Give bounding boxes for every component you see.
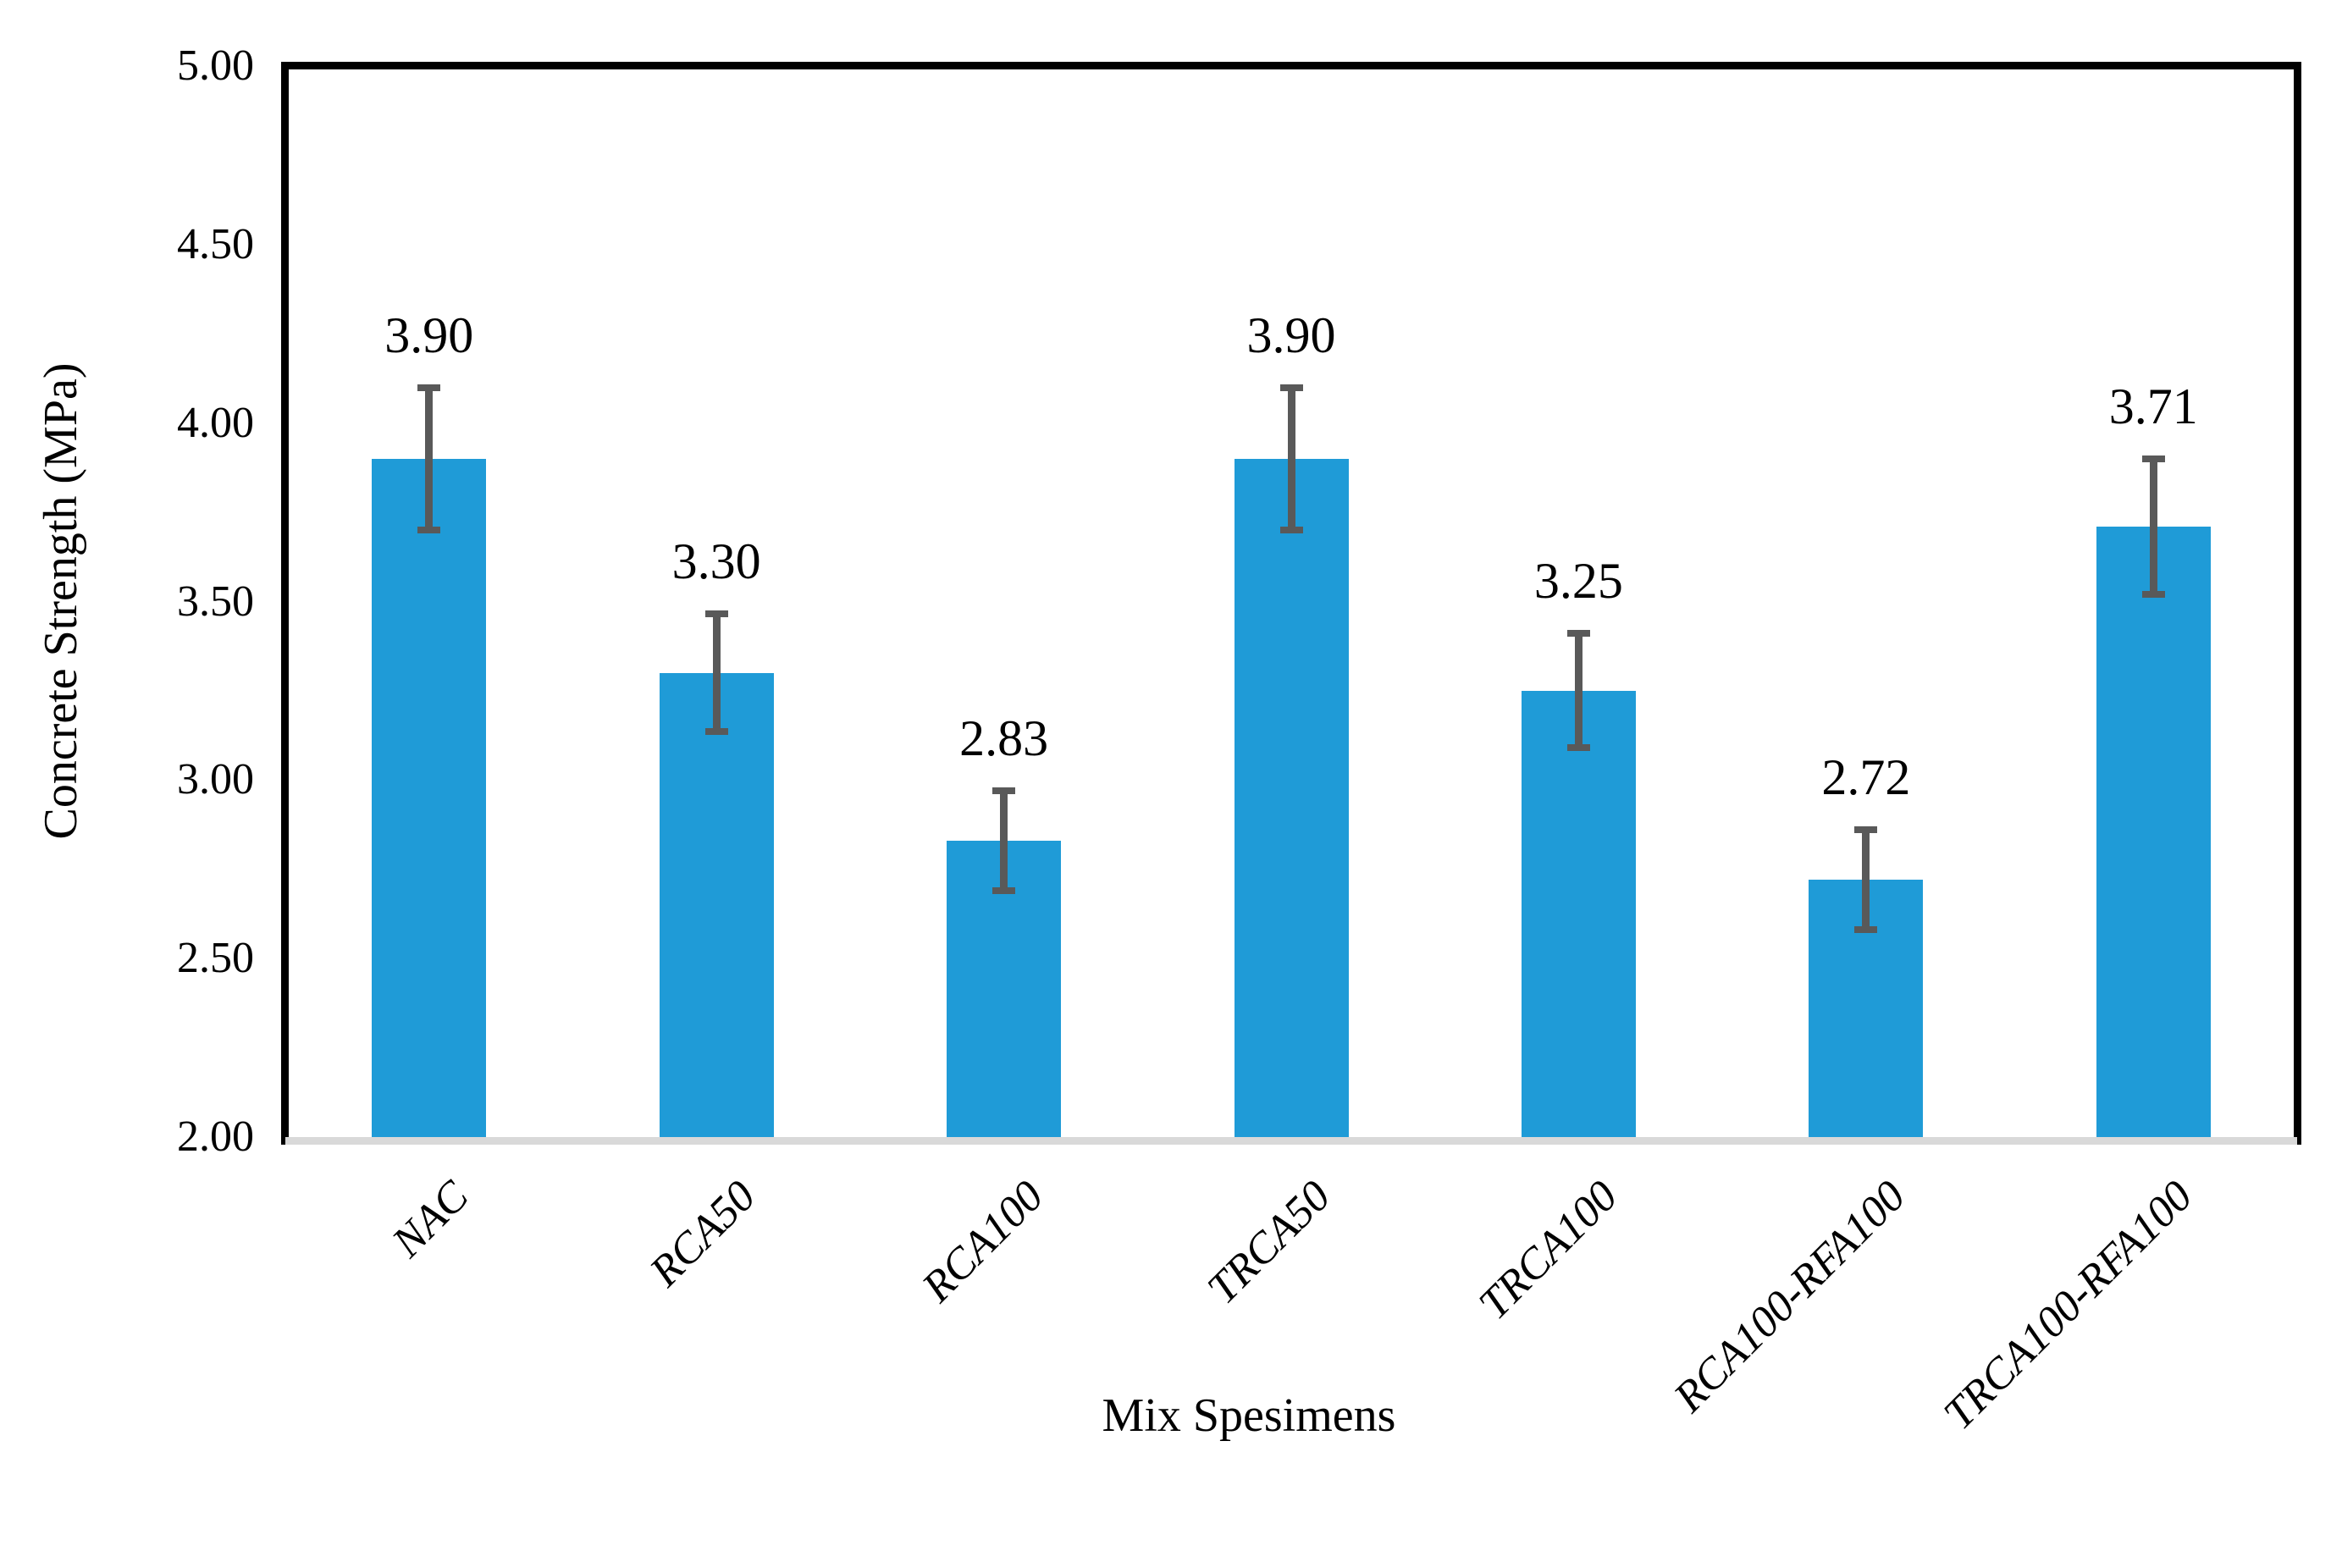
bar-value-label: 3.71	[2108, 378, 2198, 434]
bar-value-label: 3.90	[1246, 306, 1336, 363]
error-bar-bottom-cap	[1854, 926, 1878, 934]
error-bar-line	[712, 614, 721, 732]
error-bar-top-cap	[704, 610, 728, 618]
error-bar-bottom-cap	[2141, 591, 2165, 599]
error-bar-line	[425, 387, 434, 531]
error-bar-top-cap	[1279, 384, 1303, 391]
error-bar-top-cap	[992, 787, 1016, 794]
y-tick-label: 4.50	[177, 219, 254, 268]
x-axis-line	[285, 1137, 2297, 1145]
error-bar-bottom-cap	[1279, 527, 1303, 534]
error-bar-top-cap	[2141, 455, 2165, 462]
y-tick-label: 5.00	[177, 41, 254, 90]
error-bar-bottom-cap	[1566, 744, 1590, 752]
error-bar-line	[2149, 458, 2157, 595]
bar-value-label: 2.72	[1821, 749, 1911, 806]
bar	[2096, 526, 2211, 1137]
error-bar-top-cap	[417, 384, 441, 391]
y-tick-label: 2.00	[177, 1113, 254, 1161]
error-bar-top-cap	[1854, 826, 1878, 834]
bar	[659, 672, 774, 1137]
bar	[372, 458, 487, 1137]
error-bar-line	[1574, 633, 1583, 748]
error-bar-bottom-cap	[704, 728, 728, 736]
error-bar-line	[1000, 790, 1008, 892]
plot-area-border	[281, 62, 2301, 1145]
x-axis-title: Mix Spesimens	[1102, 1389, 1396, 1442]
y-tick-label: 3.00	[177, 755, 254, 804]
y-tick-label: 2.50	[177, 934, 254, 983]
bar-value-label: 3.25	[1533, 553, 1623, 610]
error-bar-line	[1287, 387, 1295, 531]
bar-value-label: 2.83	[959, 709, 1049, 766]
error-bar-bottom-cap	[992, 887, 1016, 895]
bar-value-label: 3.30	[671, 533, 761, 590]
bar-value-label: 3.90	[384, 306, 474, 363]
y-tick-label: 4.00	[177, 398, 254, 447]
error-bar-bottom-cap	[417, 527, 441, 534]
error-bar-top-cap	[1566, 630, 1590, 638]
error-bar-line	[1862, 830, 1870, 930]
bar	[1521, 690, 1636, 1137]
y-tick-label: 3.50	[177, 577, 254, 626]
bar	[1234, 458, 1349, 1137]
bar-chart: Concrete Strength (MPa) Mix Spesimens 5.…	[35, 41, 2301, 1442]
